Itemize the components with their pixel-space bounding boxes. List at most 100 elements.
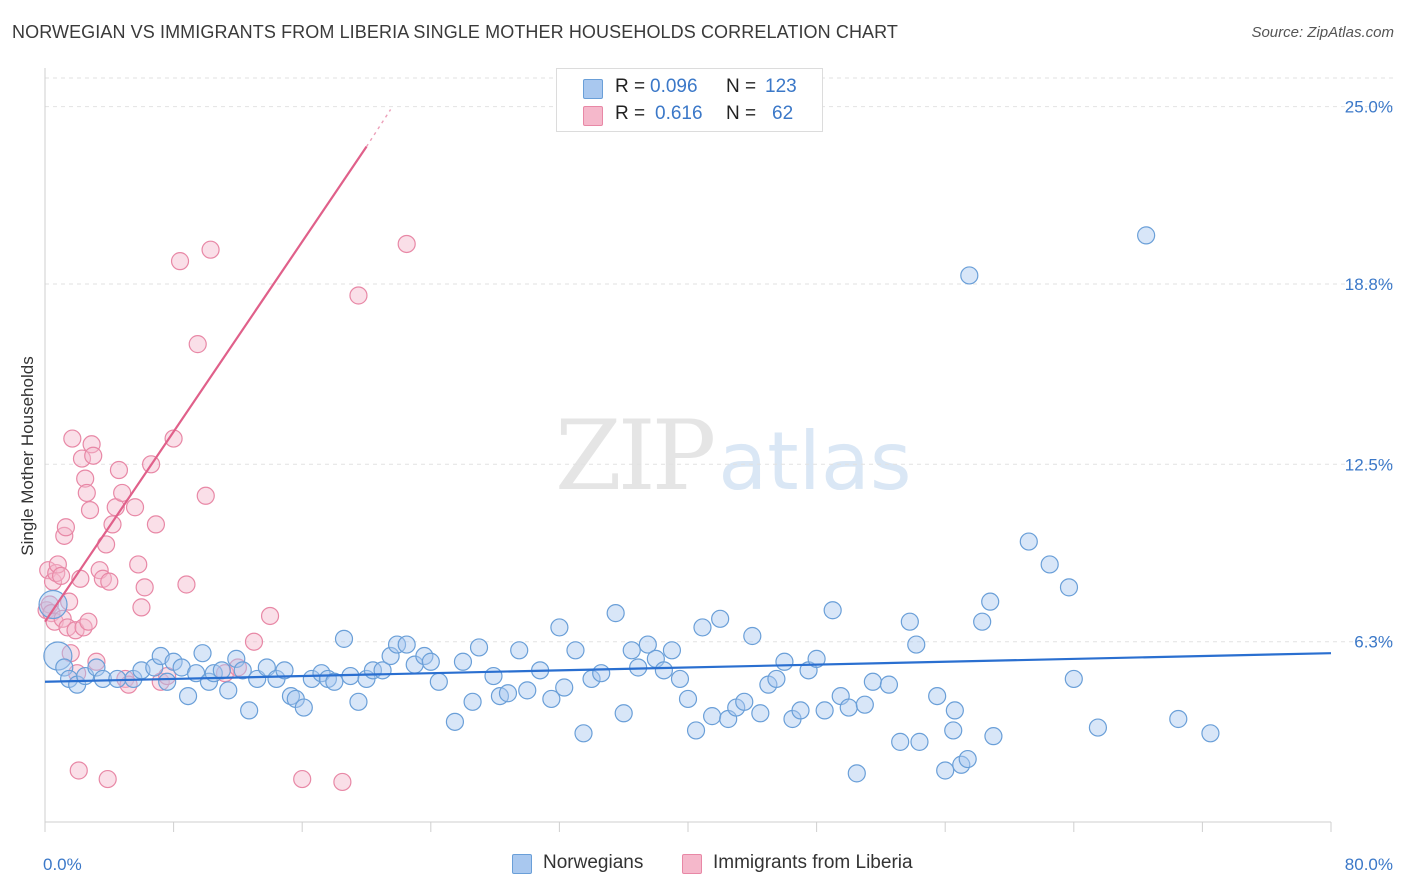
legend-row-liberia: R = 0.616 N = 62	[583, 103, 813, 127]
data-point-norwegians	[55, 658, 74, 677]
data-point-liberia	[98, 769, 117, 789]
bottom-legend-liberia: Immigrants from Liberia	[682, 852, 942, 876]
data-point-norwegians	[767, 669, 786, 689]
legend-r-value: 0.616	[655, 103, 703, 124]
data-point-norwegians	[1137, 226, 1156, 245]
data-point-liberia	[51, 566, 71, 586]
data-point-liberia	[109, 460, 129, 480]
data-point-norwegians	[928, 686, 947, 706]
data-point-norwegians	[614, 704, 633, 723]
chart-title: NORWEGIAN VS IMMIGRANTS FROM LIBERIA SIN…	[12, 22, 899, 42]
data-point-norwegians	[574, 724, 593, 743]
data-point-norwegians	[294, 698, 313, 717]
data-point-norwegians	[463, 692, 482, 711]
data-point-liberia	[177, 575, 196, 594]
stats-legend: R = 0.096 N = 123 R = 0.616 N = 62	[556, 68, 823, 132]
bottom-legend-label-liberia: Immigrants from Liberia	[713, 852, 913, 873]
data-point-norwegians	[93, 669, 112, 689]
trend-line-liberia-extension	[365, 109, 392, 148]
data-point-norwegians	[815, 701, 834, 720]
data-point-norwegians	[592, 664, 611, 683]
data-point-norwegians	[542, 689, 561, 709]
data-point-norwegians	[958, 749, 977, 769]
data-point-norwegians	[654, 661, 673, 680]
data-point-norwegians	[145, 658, 164, 677]
data-point-norwegians	[43, 641, 73, 671]
data-point-norwegians	[566, 641, 585, 660]
bottom-legend-swatch-liberia	[682, 854, 702, 874]
data-point-liberia	[196, 486, 215, 505]
y-tick-label: 6.3%	[1354, 633, 1393, 652]
bottom-legend-swatch-norwegians	[512, 854, 532, 874]
source-label: Source: ZipAtlas.com	[1251, 24, 1394, 41]
data-point-norwegians	[703, 707, 722, 726]
legend-r-label: R =	[615, 103, 646, 124]
data-point-norwegians	[847, 764, 866, 783]
data-point-norwegians	[240, 701, 259, 720]
data-point-norwegians	[158, 672, 177, 691]
data-point-liberia	[135, 578, 154, 597]
legend-swatch-liberia	[583, 106, 603, 126]
x-tick-label: 80.0%	[1345, 855, 1393, 874]
data-point-norwegians	[879, 675, 899, 694]
data-point-norwegians	[863, 672, 882, 691]
data-point-liberia	[293, 769, 312, 789]
data-point-norwegians	[823, 601, 842, 620]
data-point-norwegians	[693, 618, 712, 637]
y-tick-label: 25.0%	[1345, 98, 1393, 117]
data-point-norwegians	[429, 672, 448, 691]
data-point-norwegians	[662, 641, 682, 660]
data-point-liberia	[72, 449, 92, 468]
data-point-norwegians	[900, 612, 919, 631]
data-point-norwegians	[87, 658, 106, 677]
data-point-norwegians	[281, 686, 301, 706]
data-point-norwegians	[275, 661, 294, 680]
data-point-norwegians	[453, 652, 473, 671]
data-point-liberia	[56, 518, 75, 537]
legend-n-value: 123	[765, 76, 797, 97]
data-point-liberia	[188, 335, 207, 354]
data-point-norwegians	[178, 686, 198, 706]
data-point-liberia	[82, 435, 101, 454]
data-point-norwegians	[1019, 532, 1038, 551]
bottom-legend-norwegians: Norwegians	[512, 852, 672, 876]
trend-lines	[44, 109, 1332, 683]
data-point-liberia	[125, 498, 145, 517]
data-point-liberia	[77, 483, 96, 503]
axes	[44, 68, 1332, 832]
data-point-norwegians	[973, 612, 992, 631]
data-point-norwegians	[775, 652, 794, 671]
data-point-norwegians	[638, 635, 657, 654]
data-point-norwegians	[743, 626, 762, 646]
data-point-norwegians	[233, 661, 252, 680]
data-point-norwegians	[1040, 555, 1059, 574]
data-point-norwegians	[670, 669, 690, 689]
data-point-norwegians	[469, 638, 489, 657]
legend-n-label: N =	[726, 76, 757, 97]
data-point-liberia	[74, 618, 93, 637]
data-point-norwegians	[711, 609, 730, 628]
data-point-norwegians	[510, 641, 529, 660]
legend-n-label: N =	[726, 103, 757, 124]
data-point-liberia	[84, 446, 103, 465]
data-point-norwegians	[445, 712, 465, 731]
data-point-norwegians	[1169, 709, 1188, 729]
legend-row-norwegians: R = 0.096 N = 123	[583, 76, 813, 100]
legend-swatch-norwegians	[583, 79, 603, 99]
legend-r-value: 0.096	[650, 76, 698, 97]
trend-line-norwegians	[44, 652, 1332, 683]
data-point-norwegians	[622, 641, 641, 660]
data-point-norwegians	[1059, 578, 1079, 597]
data-point-norwegians	[498, 684, 518, 703]
data-point-norwegians	[751, 704, 770, 723]
data-point-liberia	[113, 483, 132, 503]
data-point-liberia	[79, 612, 98, 631]
series-norwegians-points	[38, 226, 1220, 783]
data-point-liberia	[100, 572, 119, 591]
data-point-norwegians	[910, 732, 929, 751]
x-tick-label: 0.0%	[43, 855, 82, 874]
data-point-norwegians	[325, 672, 344, 691]
data-point-liberia	[69, 761, 88, 780]
data-point-norwegians	[791, 701, 810, 720]
